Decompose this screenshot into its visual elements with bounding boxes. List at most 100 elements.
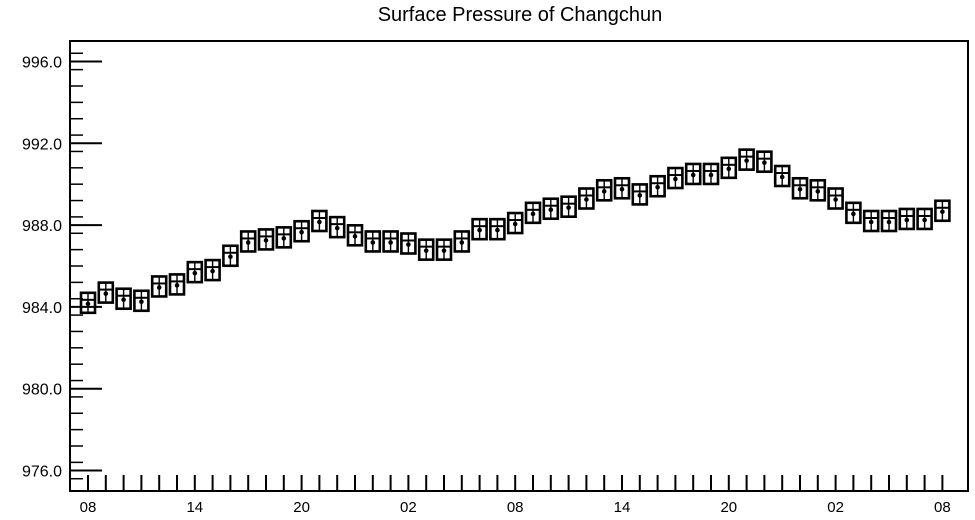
box-median-dot [744, 158, 749, 163]
box-median-dot [815, 189, 821, 194]
box-mark [649, 174, 666, 198]
x-tick-label: 08 [934, 499, 951, 516]
box-median-dot [584, 197, 589, 202]
box-median-dot [245, 240, 251, 245]
box-median-dot [139, 299, 144, 305]
box-median-dot [210, 268, 215, 274]
box-mark [684, 162, 702, 186]
box-mark [934, 199, 951, 223]
box-mark [827, 187, 844, 210]
box-mark [97, 281, 115, 304]
box-median-dot [868, 219, 874, 225]
box-median-dot [495, 227, 500, 233]
box-mark [916, 207, 933, 231]
box-mark [417, 238, 435, 261]
box-median-dot [192, 270, 198, 276]
box-mark [791, 176, 809, 200]
box-mark [186, 260, 204, 284]
box-median-dot [406, 242, 411, 247]
box-mark [809, 179, 827, 202]
box-mark [222, 244, 239, 268]
box-mark [720, 156, 738, 180]
box-mark [382, 230, 399, 253]
box-median-dot [512, 221, 518, 227]
box-mark [239, 230, 257, 253]
box-median-dot [797, 186, 803, 192]
box-median-dot [922, 217, 927, 223]
box-mark [613, 176, 631, 200]
box-median-dot [228, 254, 233, 260]
box-median-dot [263, 238, 269, 243]
x-tick-label: 02 [400, 499, 417, 516]
box-mark [845, 201, 862, 225]
box-mark [453, 230, 471, 253]
box-mark [489, 217, 506, 241]
box-median-dot [370, 240, 376, 245]
box-mark [862, 209, 880, 233]
box-mark [773, 164, 791, 188]
box-mark [364, 230, 382, 253]
box-mark [542, 197, 560, 221]
box-mark [560, 195, 577, 218]
box-median-dot [423, 248, 429, 253]
box-mark [257, 228, 275, 251]
x-tick-label: 14 [614, 499, 631, 516]
box-mark [275, 226, 293, 249]
box-mark [898, 207, 916, 231]
box-mark [595, 179, 613, 202]
box-mark [150, 275, 168, 298]
y-tick-label: 992.0 [22, 136, 62, 153]
box-mark [524, 201, 542, 225]
box-mark [79, 291, 97, 315]
box-mark [506, 211, 524, 235]
x-tick-label: 02 [827, 499, 844, 516]
box-median-dot [441, 248, 447, 253]
y-tick-label: 976.0 [22, 464, 62, 481]
box-median-dot [388, 240, 393, 245]
box-median-dot [334, 225, 340, 231]
box-median-dot [156, 285, 162, 290]
y-tick-label: 988.0 [22, 218, 62, 235]
x-tick-label: 08 [80, 499, 97, 516]
box-median-dot [459, 240, 465, 245]
chart-title: Surface Pressure of Changchun [377, 4, 663, 26]
box-mark [204, 258, 221, 282]
box-mark [738, 148, 755, 171]
box-median-dot [708, 172, 714, 178]
box-median-dot [637, 193, 643, 198]
box-median-dot [281, 236, 287, 241]
box-mark [631, 183, 649, 206]
box-median-dot [121, 297, 126, 303]
y-tick-label: 980.0 [22, 382, 62, 399]
x-tick-label: 20 [293, 499, 310, 516]
box-mark [311, 209, 328, 233]
box-median-dot [548, 207, 554, 213]
box-median-dot [619, 186, 625, 192]
box-median-dot [174, 283, 180, 288]
box-median-dot [833, 197, 838, 202]
box-median-dot [673, 176, 678, 182]
box-median-dot [690, 172, 696, 178]
box-median-dot [352, 234, 358, 239]
box-median-dot [779, 174, 785, 180]
box-mark [115, 287, 132, 311]
box-mark [328, 215, 346, 239]
box-median-dot [103, 291, 109, 296]
x-tick-label: 20 [720, 499, 737, 516]
data-series [79, 148, 951, 315]
x-axis: 08 14 20 02 08 14 20 02 08 [80, 475, 951, 516]
box-median-dot [886, 219, 892, 225]
box-mark [702, 162, 720, 186]
box-mark [293, 219, 310, 243]
box-median-dot [601, 189, 607, 194]
box-mark [168, 273, 186, 296]
box-mark [578, 187, 595, 210]
x-tick-label: 14 [186, 499, 203, 516]
y-tick-label: 996.0 [22, 54, 62, 71]
box-median-dot [317, 219, 322, 225]
box-mark [346, 224, 364, 247]
box-mark [435, 238, 453, 261]
box-median-dot [566, 205, 571, 210]
box-median-dot [299, 229, 304, 235]
